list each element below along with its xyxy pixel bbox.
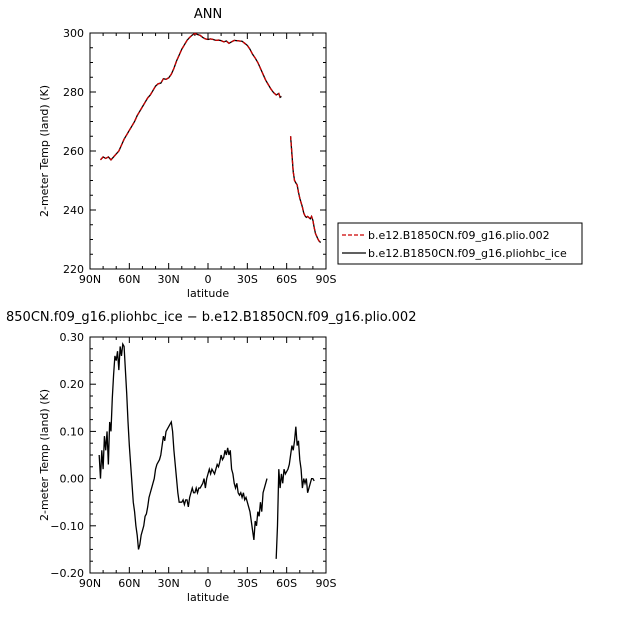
legend-entry: b.e12.B1850CN.f09_g16.pliohbc_ice [368,247,567,260]
chart-title: ANN [194,7,222,22]
x-tick-label: 60N [118,577,140,590]
series-line [275,426,315,559]
y-axis-label: 2-meter Temp (land) (K) [38,389,51,521]
x-tick-label: 30N [158,577,180,590]
y-tick-label: 0.30 [60,331,85,344]
y-axis-label: 2-meter Temp (land) (K) [38,85,51,217]
x-tick-label: 30S [237,577,258,590]
x-tick-label: 30N [158,273,180,286]
series-line [289,136,322,243]
y-tick-label: 280 [63,86,84,99]
x-tick-label: 90N [79,273,101,286]
y-tick-label: 220 [63,263,84,276]
legend-box [337,222,583,265]
y-tick-label: 0.20 [60,378,85,391]
x-axis-label: latitude [187,591,229,604]
y-tick-label: −0.20 [50,567,84,580]
series-line [100,32,282,161]
y-tick-label: 260 [63,145,84,158]
x-tick-label: 0 [205,273,212,286]
x-tick-label: 60S [276,577,297,590]
x-tick-label: 90N [79,577,101,590]
x-tick-label: 60N [118,273,140,286]
x-tick-label: 60S [276,273,297,286]
series-line [289,136,322,243]
y-tick-label: 0.00 [60,473,85,486]
x-tick-label: 0 [205,577,212,590]
legend-entry: b.e12.B1850CN.f09_g16.plio.002 [368,229,550,242]
chart-title: 850CN.f09_g16.pliohbc_ice − b.e12.B1850C… [6,310,416,325]
series-line [100,32,282,161]
x-tick-label: 30S [237,273,258,286]
y-tick-label: 240 [63,204,84,217]
x-tick-label: 90S [316,577,337,590]
x-axis-label: latitude [187,287,229,300]
y-tick-label: 0.10 [60,425,85,438]
y-tick-label: −0.10 [50,520,84,533]
series-line [98,341,268,550]
plot-frame-1 [89,32,327,270]
x-tick-label: 90S [316,273,337,286]
y-tick-label: 300 [63,27,84,40]
